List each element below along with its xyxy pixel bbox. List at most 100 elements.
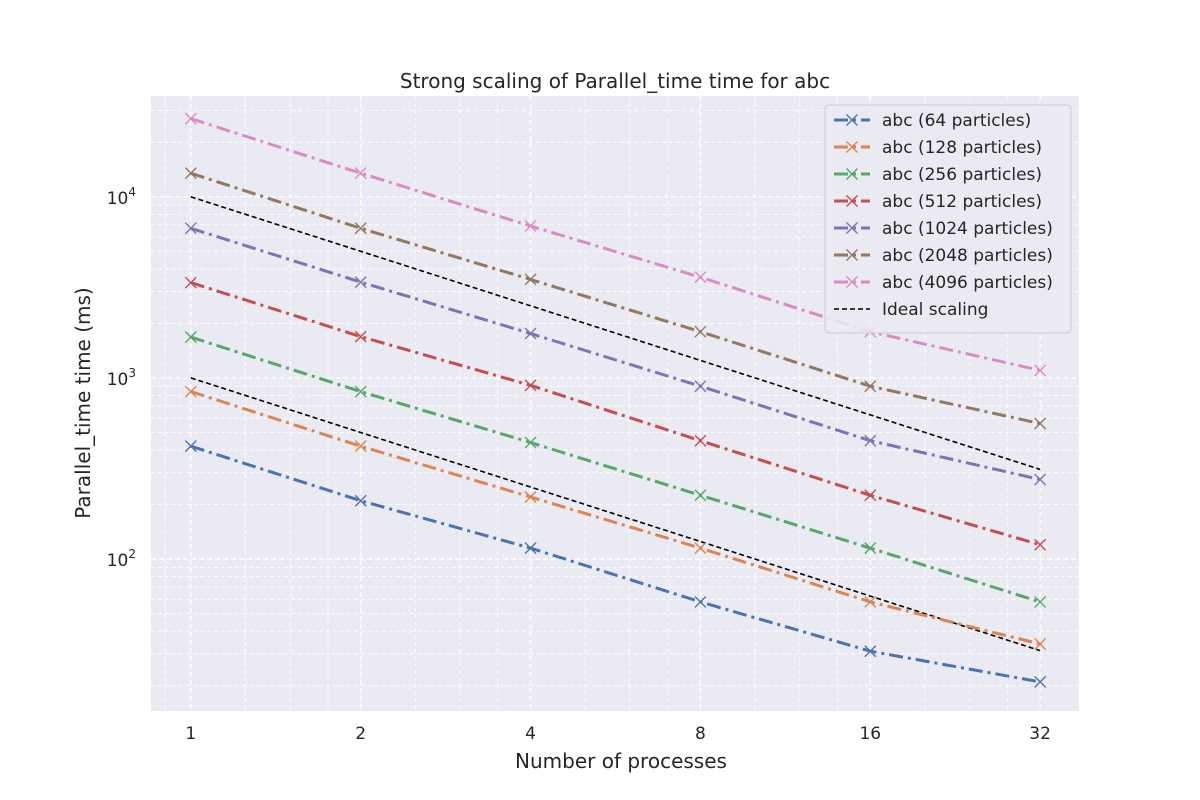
legend-entry: abc (512 particles) bbox=[834, 192, 1042, 212]
legend-label: abc (256 particles) bbox=[882, 165, 1042, 185]
data-point-marker bbox=[184, 222, 197, 235]
series-4 bbox=[184, 222, 1047, 486]
data-point-marker bbox=[864, 542, 877, 555]
x-tick-label: 32 bbox=[1029, 724, 1051, 744]
legend-label: abc (4096 particles) bbox=[882, 273, 1053, 293]
legend-entry: abc (64 particles) bbox=[834, 111, 1031, 131]
y-tick-label: 103 bbox=[107, 366, 136, 390]
ideal-scaling-line bbox=[190, 196, 1041, 471]
series-line bbox=[190, 226, 1041, 481]
series-1 bbox=[184, 385, 1047, 650]
legend-entry: abc (256 particles) bbox=[834, 165, 1042, 185]
ideal-scaling-line bbox=[190, 377, 1041, 652]
data-point-marker bbox=[184, 385, 197, 398]
data-point-marker bbox=[864, 595, 877, 608]
data-point-marker bbox=[354, 440, 367, 453]
data-point-marker bbox=[694, 434, 707, 447]
chart-title: Strong scaling of Parallel_time time for… bbox=[400, 69, 830, 93]
legend-entry: Ideal scaling bbox=[834, 300, 988, 320]
series-line bbox=[190, 281, 1041, 547]
data-point-marker bbox=[184, 440, 197, 453]
legend-label: abc (2048 particles) bbox=[882, 246, 1053, 266]
x-axis-ticks: 1 2 4 8 16 32 bbox=[185, 724, 1051, 744]
data-point-marker bbox=[354, 276, 367, 289]
data-point-marker bbox=[184, 331, 197, 344]
series-line bbox=[190, 171, 1041, 425]
series-line bbox=[190, 390, 1041, 646]
legend-marker bbox=[846, 141, 858, 153]
x-axis-label: Number of processes bbox=[515, 749, 727, 773]
y-tick-label: 104 bbox=[107, 185, 136, 209]
legend-marker bbox=[846, 114, 858, 126]
data-point-marker bbox=[864, 645, 877, 658]
data-point-marker bbox=[694, 325, 707, 338]
legend-label: abc (64 particles) bbox=[882, 111, 1031, 131]
data-point-marker bbox=[354, 330, 367, 343]
data-point-marker bbox=[864, 434, 877, 447]
legend-entry: abc (128 particles) bbox=[834, 138, 1042, 158]
data-point-marker bbox=[524, 273, 537, 286]
x-tick-label: 2 bbox=[355, 724, 366, 744]
data-point-marker bbox=[184, 276, 197, 289]
data-point-marker bbox=[524, 219, 537, 232]
data-point-marker bbox=[1034, 473, 1047, 486]
data-point-marker bbox=[1034, 364, 1047, 377]
data-point-marker bbox=[524, 491, 537, 504]
data-point-marker bbox=[694, 595, 707, 608]
legend-marker bbox=[846, 222, 858, 234]
data-point-marker bbox=[524, 327, 537, 340]
data-point-marker bbox=[1034, 595, 1047, 608]
data-point-marker bbox=[864, 489, 877, 502]
x-tick-label: 1 bbox=[185, 724, 196, 744]
series-line bbox=[190, 444, 1041, 684]
data-point-marker bbox=[1034, 637, 1047, 650]
data-point-marker bbox=[184, 112, 197, 125]
series-line bbox=[190, 117, 1041, 372]
data-point-marker bbox=[694, 542, 707, 555]
x-tick-label: 8 bbox=[695, 724, 706, 744]
legend-marker bbox=[846, 276, 858, 288]
data-point-marker bbox=[524, 542, 537, 555]
data-point-marker bbox=[524, 436, 537, 449]
series-3 bbox=[184, 276, 1047, 551]
data-point-marker bbox=[1034, 538, 1047, 551]
legend-marker bbox=[846, 195, 858, 207]
ideal-scaling-lines bbox=[190, 196, 1041, 652]
y-axis-ticks: 102 103 104 bbox=[107, 185, 136, 571]
legend: abc (64 particles) abc (128 particles) abc… bbox=[824, 104, 1072, 334]
series-line bbox=[190, 335, 1041, 604]
legend-label: abc (1024 particles) bbox=[882, 219, 1053, 239]
legend-marker bbox=[846, 168, 858, 180]
data-point-marker bbox=[354, 222, 367, 235]
y-axis-label: Parallel_time time (ms) bbox=[71, 287, 95, 518]
series-6 bbox=[184, 112, 1047, 377]
series-5 bbox=[184, 167, 1047, 430]
x-tick-label: 16 bbox=[859, 724, 881, 744]
legend-entry: abc (4096 particles) bbox=[834, 273, 1053, 293]
legend-label: abc (512 particles) bbox=[882, 192, 1042, 212]
series-0 bbox=[184, 440, 1047, 688]
data-point-marker bbox=[1034, 417, 1047, 430]
data-point-marker bbox=[694, 271, 707, 284]
data-point-marker bbox=[1034, 675, 1047, 688]
legend-marker bbox=[846, 249, 858, 261]
data-point-marker bbox=[864, 380, 877, 393]
data-point-marker bbox=[694, 380, 707, 393]
x-tick-label: 4 bbox=[525, 724, 536, 744]
data-point-marker bbox=[354, 494, 367, 507]
legend-entry: abc (1024 particles) bbox=[834, 219, 1053, 239]
legend-box bbox=[824, 104, 1072, 334]
data-point-marker bbox=[694, 489, 707, 502]
data-point-marker bbox=[524, 379, 537, 392]
data-series bbox=[184, 112, 1047, 688]
data-point-marker bbox=[354, 167, 367, 180]
data-point-marker bbox=[354, 385, 367, 398]
data-point-marker bbox=[184, 167, 197, 180]
legend-entry: abc (2048 particles) bbox=[834, 246, 1053, 266]
legend-label: abc (128 particles) bbox=[882, 138, 1042, 158]
legend-label: Ideal scaling bbox=[882, 300, 988, 320]
y-tick-label: 102 bbox=[107, 547, 136, 571]
series-2 bbox=[184, 331, 1047, 608]
grid-lines bbox=[151, 96, 1079, 711]
